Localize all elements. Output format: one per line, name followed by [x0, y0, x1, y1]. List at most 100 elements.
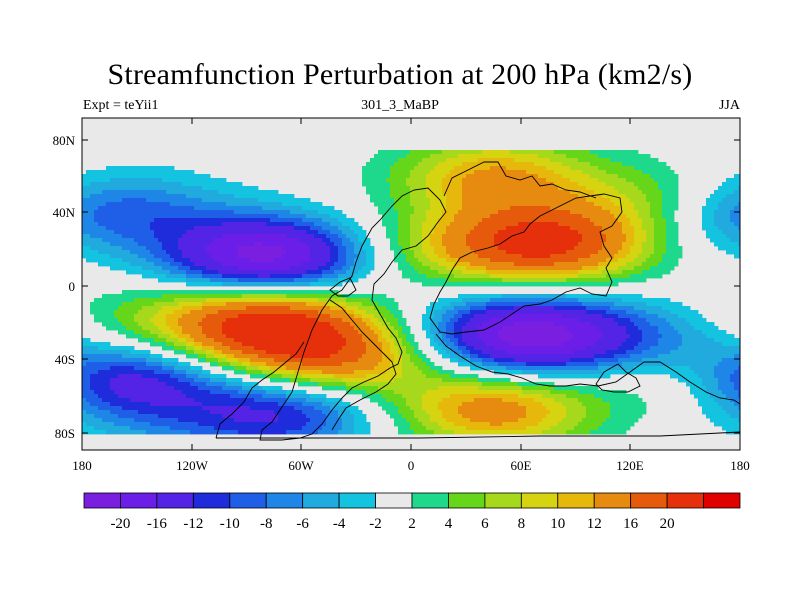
field-cell [546, 198, 551, 203]
field-cell [238, 254, 243, 259]
field-cell [222, 182, 227, 187]
field-cell [290, 302, 295, 307]
field-cell [382, 194, 387, 199]
field-cell [402, 166, 407, 171]
field-cell [430, 254, 435, 259]
field-cell [434, 238, 439, 243]
field-cell [450, 266, 455, 271]
field-cell [574, 194, 579, 199]
field-cell [182, 266, 187, 271]
field-cell [662, 270, 667, 275]
field-cell [586, 150, 591, 155]
field-cell [298, 306, 303, 311]
field-cell [526, 246, 531, 251]
field-cell [614, 230, 619, 235]
field-cell [438, 302, 443, 307]
field-cell [722, 214, 727, 219]
field-cell [354, 262, 359, 267]
field-cell [266, 278, 271, 283]
field-cell [474, 274, 479, 279]
field-cell [550, 174, 555, 179]
field-cell [186, 266, 191, 271]
field-cell [294, 234, 299, 239]
field-cell [598, 282, 603, 287]
field-cell [562, 306, 567, 311]
field-cell [94, 178, 99, 183]
field-cell [466, 214, 471, 219]
field-cell [542, 234, 547, 239]
field-cell [434, 302, 439, 307]
field-cell [250, 214, 255, 219]
field-cell [306, 290, 311, 295]
field-cell [398, 174, 403, 179]
field-cell [362, 242, 367, 247]
field-cell [262, 266, 267, 271]
field-cell [210, 274, 215, 279]
field-cell [594, 214, 599, 219]
field-cell [618, 238, 623, 243]
field-cell [302, 230, 307, 235]
field-cell [726, 238, 731, 243]
field-cell [122, 218, 127, 223]
field-cell [598, 302, 603, 307]
field-cell [658, 266, 663, 271]
field-cell [418, 162, 423, 167]
field-cell [630, 274, 635, 279]
field-cell [318, 222, 323, 227]
field-cell [150, 290, 155, 295]
field-cell [498, 218, 503, 223]
field-cell [482, 274, 487, 279]
field-cell [90, 170, 95, 175]
field-cell [306, 258, 311, 263]
field-cell [218, 214, 223, 219]
field-cell [550, 178, 555, 183]
field-cell [506, 274, 511, 279]
field-cell [514, 210, 519, 215]
field-cell [386, 226, 391, 231]
field-cell [290, 246, 295, 251]
field-cell [586, 206, 591, 211]
field-cell [242, 250, 247, 255]
field-cell [574, 302, 579, 307]
field-cell [550, 246, 555, 251]
field-cell [226, 310, 231, 315]
field-cell [562, 226, 567, 231]
field-cell [638, 238, 643, 243]
field-cell [242, 270, 247, 275]
field-cell [350, 230, 355, 235]
field-cell [338, 306, 343, 311]
field-cell [258, 282, 263, 287]
field-cell [666, 190, 671, 195]
field-cell [202, 178, 207, 183]
field-cell [314, 234, 319, 239]
field-cell [202, 206, 207, 211]
field-cell [158, 238, 163, 243]
field-cell [334, 262, 339, 267]
field-cell [442, 170, 447, 175]
field-cell [714, 238, 719, 243]
field-cell [602, 270, 607, 275]
field-cell [306, 238, 311, 243]
field-cell [190, 262, 195, 267]
field-cell [594, 218, 599, 223]
field-cell [546, 294, 551, 299]
field-cell [430, 266, 435, 271]
field-cell [590, 258, 595, 263]
field-cell [462, 158, 467, 163]
field-cell [514, 202, 519, 207]
field-cell [218, 254, 223, 259]
field-cell [626, 242, 631, 247]
field-cell [706, 202, 711, 207]
field-cell [634, 266, 639, 271]
field-cell [618, 230, 623, 235]
field-cell [154, 274, 159, 279]
field-cell [250, 186, 255, 191]
field-cell [162, 234, 167, 239]
field-cell [722, 242, 727, 247]
field-cell [202, 234, 207, 239]
field-cell [582, 278, 587, 283]
field-cell [154, 290, 159, 295]
field-cell [150, 274, 155, 279]
field-cell [622, 238, 627, 243]
field-cell [490, 262, 495, 267]
